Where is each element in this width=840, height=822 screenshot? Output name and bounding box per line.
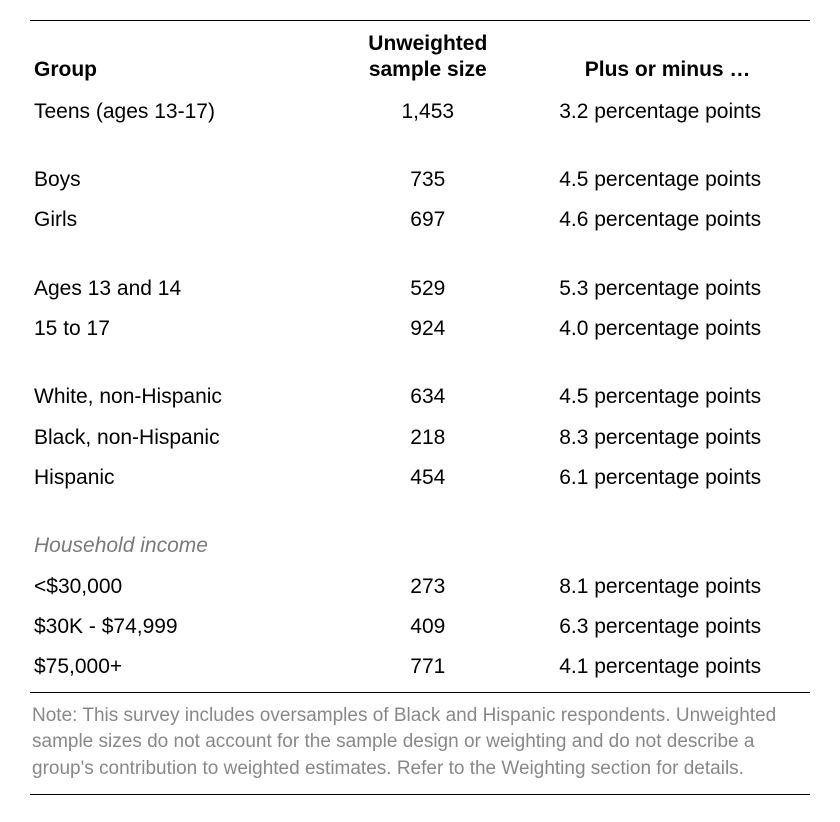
cell-group: White, non-Hispanic (30, 377, 326, 417)
col-header-size: Unweighted sample size (326, 21, 529, 92)
cell-group: 15 to 17 (30, 309, 326, 349)
cell-group: <$30,000 (30, 567, 326, 607)
cell-group: $30K - $74,999 (30, 607, 326, 647)
cell-size: 634 (326, 377, 529, 417)
cell-size: 735 (326, 160, 529, 200)
table-row: Black, non-Hispanic2188.3 percentage poi… (30, 418, 810, 458)
cell-size: 529 (326, 269, 529, 309)
table-row: Hispanic4546.1 percentage points (30, 458, 810, 498)
table-row: Ages 13 and 145295.3 percentage points (30, 269, 810, 309)
sample-size-table: Group Unweighted sample size Plus or min… (30, 20, 810, 688)
cell-group: $75,000+ (30, 647, 326, 687)
footnote: Note: This survey includes oversamples o… (30, 692, 810, 796)
cell-size: 454 (326, 458, 529, 498)
cell-moe: 4.6 percentage points (529, 200, 810, 240)
table-header-row: Group Unweighted sample size Plus or min… (30, 21, 810, 92)
cell-moe: 4.5 percentage points (529, 160, 810, 200)
cell-group: Boys (30, 160, 326, 200)
table-row: Boys7354.5 percentage points (30, 160, 810, 200)
col-header-moe: Plus or minus … (529, 21, 810, 92)
table-row: $75,000+7714.1 percentage points (30, 647, 810, 687)
table-spacer (30, 241, 810, 269)
cell-group: Black, non-Hispanic (30, 418, 326, 458)
cell-size: 697 (326, 200, 529, 240)
cell-moe: 8.1 percentage points (529, 567, 810, 607)
cell-moe: 8.3 percentage points (529, 418, 810, 458)
cell-size: 771 (326, 647, 529, 687)
col-header-group: Group (30, 21, 326, 92)
cell-moe: 5.3 percentage points (529, 269, 810, 309)
table-spacer (30, 132, 810, 160)
cell-moe: 4.0 percentage points (529, 309, 810, 349)
table-body: Teens (ages 13-17)1,4533.2 percentage po… (30, 92, 810, 688)
table-spacer (30, 498, 810, 526)
cell-moe: 6.1 percentage points (529, 458, 810, 498)
page-container: Group Unweighted sample size Plus or min… (0, 0, 840, 813)
table-row: $30K - $74,9994096.3 percentage points (30, 607, 810, 647)
cell-moe: 3.2 percentage points (529, 92, 810, 132)
cell-size: 218 (326, 418, 529, 458)
cell-moe: 4.1 percentage points (529, 647, 810, 687)
cell-size: 1,453 (326, 92, 529, 132)
table-row: 15 to 179244.0 percentage points (30, 309, 810, 349)
table-subhead: Household income (30, 526, 810, 566)
cell-moe: 4.5 percentage points (529, 377, 810, 417)
cell-group: Girls (30, 200, 326, 240)
cell-group: Hispanic (30, 458, 326, 498)
table-row: <$30,0002738.1 percentage points (30, 567, 810, 607)
subhead-label: Household income (30, 526, 810, 566)
cell-size: 273 (326, 567, 529, 607)
cell-group: Ages 13 and 14 (30, 269, 326, 309)
table-spacer (30, 349, 810, 377)
table-row: Teens (ages 13-17)1,4533.2 percentage po… (30, 92, 810, 132)
cell-size: 924 (326, 309, 529, 349)
cell-moe: 6.3 percentage points (529, 607, 810, 647)
table-row: White, non-Hispanic6344.5 percentage poi… (30, 377, 810, 417)
cell-size: 409 (326, 607, 529, 647)
cell-group: Teens (ages 13-17) (30, 92, 326, 132)
table-row: Girls6974.6 percentage points (30, 200, 810, 240)
